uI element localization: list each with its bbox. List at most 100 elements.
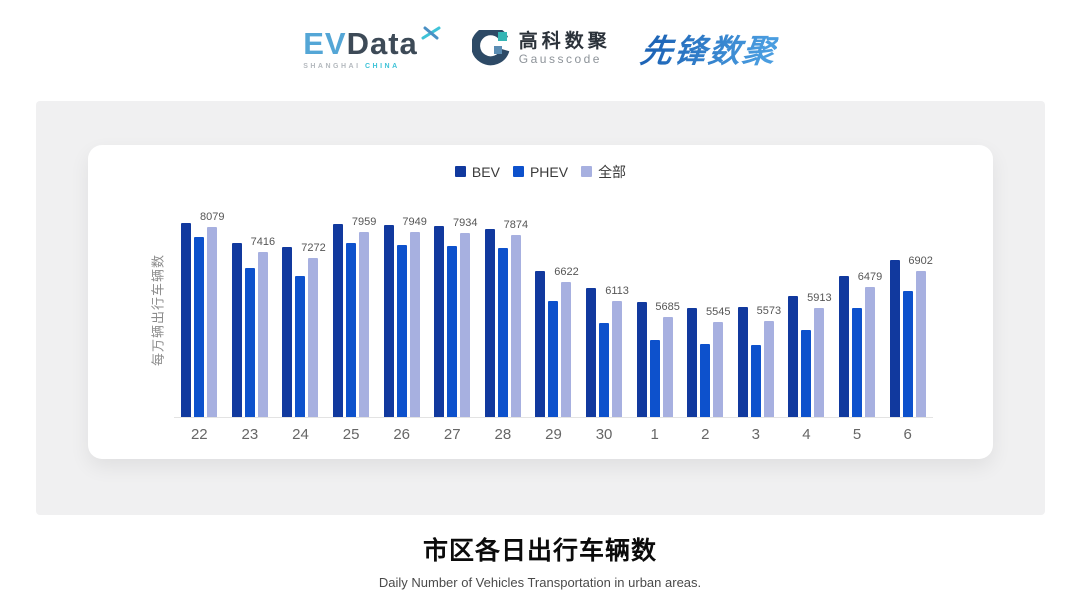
bar-value-label: 5573 bbox=[756, 304, 782, 317]
bar-all-30[interactable]: 6113 bbox=[605, 285, 629, 417]
bar-value-label: 5545 bbox=[705, 306, 731, 319]
bar-bev-3[interactable] bbox=[737, 306, 748, 417]
bar-bev-1[interactable] bbox=[636, 302, 647, 417]
x-axis-label-22: 22 bbox=[190, 426, 208, 443]
x-axis-label-25: 25 bbox=[342, 426, 360, 443]
bar-bev-5[interactable] bbox=[839, 275, 850, 417]
legend-swatch-phev bbox=[512, 166, 524, 177]
bar-bev-28[interactable] bbox=[484, 228, 495, 417]
bar-phev-4[interactable] bbox=[801, 329, 812, 417]
gausscode-logo: 高科数聚 Gausscode bbox=[471, 30, 611, 68]
logo-header: EV Data SHANGHAI CHINA 高科数聚 Gausscode 先锋… bbox=[0, 14, 1080, 84]
bar-all-26[interactable]: 7949 bbox=[402, 216, 427, 417]
bar-phev-1[interactable] bbox=[649, 339, 660, 417]
bar-all-28[interactable]: 7874 bbox=[504, 219, 528, 417]
bar-all-3[interactable]: 5573 bbox=[757, 305, 781, 417]
legend-swatch-all bbox=[581, 166, 593, 177]
legend-item-all[interactable]: 全部 bbox=[581, 162, 626, 182]
legend-label-all: 全部 bbox=[598, 163, 627, 180]
bar-phev-5[interactable] bbox=[852, 307, 863, 417]
page-subtitle: Daily Number of Vehicles Transportation … bbox=[378, 575, 702, 590]
bar-all-6[interactable]: 6902 bbox=[908, 255, 933, 417]
bar-bev-24[interactable] bbox=[282, 246, 293, 417]
bar-group-3: 5573 bbox=[731, 208, 782, 417]
x-axis-label-23: 23 bbox=[241, 426, 259, 443]
bar-phev-29[interactable] bbox=[548, 300, 559, 417]
bar-group-24: 7272 bbox=[275, 208, 326, 417]
bar-bev-29[interactable] bbox=[535, 270, 546, 417]
bar-phev-30[interactable] bbox=[599, 322, 610, 417]
bar-all-24[interactable]: 7272 bbox=[301, 242, 326, 417]
legend-label-bev: BEV bbox=[471, 163, 500, 180]
x-axis-label-28: 28 bbox=[494, 426, 512, 443]
evdata-subtext: SHANGHAI CHINA bbox=[303, 63, 442, 70]
bar-bev-27[interactable] bbox=[434, 225, 445, 417]
bar-group-26: 7949 bbox=[376, 208, 427, 417]
bar-all-5[interactable]: 6479 bbox=[858, 271, 882, 417]
title-block: 市区各日出行车辆数 Daily Number of Vehicles Trans… bbox=[0, 531, 1080, 590]
bar-phev-22[interactable] bbox=[194, 236, 205, 417]
bar-all-23[interactable]: 7416 bbox=[251, 236, 275, 417]
bar-phev-25[interactable] bbox=[346, 243, 357, 417]
bar-group-25: 7959 bbox=[326, 208, 377, 417]
legend: BEV PHEV 全部 bbox=[88, 162, 993, 182]
page-title: 市区各日出行车辆数 bbox=[422, 537, 657, 565]
bar-all-2[interactable]: 5545 bbox=[706, 306, 730, 417]
bar-value-label: 5913 bbox=[807, 292, 832, 305]
bar-group-1: 5685 bbox=[629, 208, 680, 417]
bar-value-label: 7874 bbox=[503, 219, 529, 232]
bar-all-22[interactable]: 8079 bbox=[200, 211, 225, 417]
bar-group-27: 7934 bbox=[427, 208, 478, 417]
x-axis-label-1: 1 bbox=[650, 426, 659, 443]
bar-all-1[interactable]: 5685 bbox=[655, 301, 680, 417]
bar-bev-4[interactable] bbox=[788, 296, 799, 417]
bar-bev-2[interactable] bbox=[687, 308, 698, 417]
plot-area: 8079 7416 7272 7959 7949 7934 7874 6622 6113 5685… bbox=[174, 208, 933, 418]
x-axis-label-26: 26 bbox=[393, 426, 411, 443]
bar-bev-30[interactable] bbox=[586, 287, 597, 417]
bar-phev-23[interactable] bbox=[244, 268, 255, 417]
legend-swatch-bev bbox=[454, 166, 466, 177]
bar-phev-28[interactable] bbox=[497, 247, 508, 417]
x-axis-label-5: 5 bbox=[852, 426, 862, 443]
sparkle-icon bbox=[421, 26, 441, 40]
bar-bev-23[interactable] bbox=[231, 242, 242, 417]
bar-group-6: 6902 bbox=[882, 208, 933, 417]
bar-phev-26[interactable] bbox=[396, 244, 407, 417]
bar-value-label: 8079 bbox=[200, 211, 225, 224]
bar-all-27[interactable]: 7934 bbox=[453, 217, 478, 417]
bar-all-4[interactable]: 5913 bbox=[807, 292, 832, 417]
x-axis-label-30: 30 bbox=[595, 426, 613, 443]
legend-item-phev[interactable]: PHEV bbox=[512, 164, 568, 180]
bar-value-label: 7934 bbox=[453, 216, 478, 229]
evdata-wordmark: EV Data bbox=[303, 26, 442, 61]
x-axis-label-2: 2 bbox=[701, 426, 710, 443]
evdata-ev-text: EV bbox=[303, 26, 347, 61]
bar-value-label: 7959 bbox=[351, 215, 377, 228]
bar-bev-22[interactable] bbox=[181, 222, 192, 417]
bar-value-label: 6622 bbox=[554, 265, 579, 278]
bar-phev-6[interactable] bbox=[902, 291, 913, 417]
bar-group-22: 8079 bbox=[174, 208, 225, 417]
evdata-data-text: Data bbox=[346, 26, 418, 61]
x-axis-labels: 22 23 24 25 26 27 28 29 30 1 2 3 4 5 6 bbox=[174, 426, 933, 446]
bar-phev-3[interactable] bbox=[750, 344, 761, 417]
legend-item-bev[interactable]: BEV bbox=[454, 163, 500, 180]
bar-group-30: 6113 bbox=[579, 208, 630, 417]
bar-all-29[interactable]: 6622 bbox=[554, 266, 579, 417]
bar-bev-26[interactable] bbox=[383, 225, 394, 417]
bar-value-label: 6113 bbox=[605, 284, 629, 297]
bar-phev-2[interactable] bbox=[700, 344, 711, 417]
bar-phev-27[interactable] bbox=[447, 245, 458, 417]
chart-panel: BEV PHEV 全部 每万辆出行车辆数 8079 7416 7272 7959 7949 7… bbox=[36, 101, 1045, 515]
bar-bev-6[interactable] bbox=[889, 260, 900, 417]
bar-all-25[interactable]: 7959 bbox=[352, 216, 376, 417]
bar-phev-24[interactable] bbox=[295, 276, 306, 417]
x-axis-label-4: 4 bbox=[802, 426, 811, 443]
y-axis-title: 每万辆出行车辆数 bbox=[150, 253, 166, 367]
bar-value-label: 6902 bbox=[908, 255, 933, 268]
bar-bev-25[interactable] bbox=[333, 224, 344, 417]
xianfeng-logo: 先锋数聚 bbox=[638, 26, 780, 72]
x-axis-label-24: 24 bbox=[292, 426, 309, 443]
x-axis-label-3: 3 bbox=[751, 426, 760, 443]
